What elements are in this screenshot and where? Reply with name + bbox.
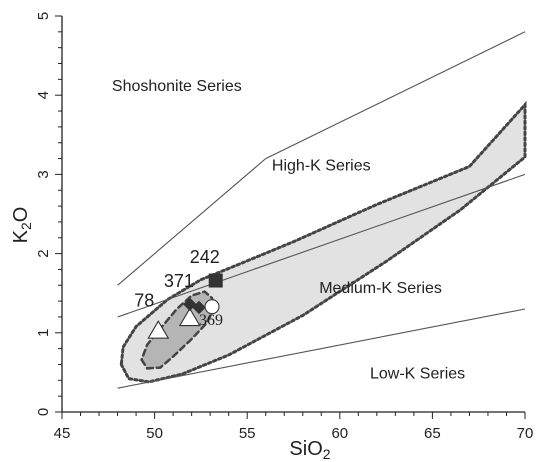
sample-point-diamond [192,300,206,315]
sample-point-triangle [178,307,201,327]
x-tick-label: 45 [54,425,71,442]
x-axis-label: SiO2 [289,438,330,462]
series-label: Shoshonite Series [112,78,242,95]
boundary-line-1 [117,308,526,389]
x-tick-label: 50 [146,425,163,442]
series-region-labels: Shoshonite Series High-K Series Medium-K S… [112,78,465,382]
y-tick-label: 0 [35,408,52,416]
y-axis-label: K2O [10,207,34,244]
sample-label-78: 78 [134,291,154,311]
series-label: Medium-K Series [319,280,442,297]
y-tick-label: 2 [35,249,52,257]
compositional-fields [119,100,527,384]
sample-labels: 242 371 78 369 [134,247,223,329]
sample-point-square [208,273,223,288]
sample-label-242: 242 [190,247,220,267]
x-tick-label: 65 [424,425,441,442]
x-tick-label: 70 [517,425,534,442]
x-tick-label: 60 [331,425,348,442]
series-label: Low-K Series [370,366,465,383]
sample-label-369: 369 [199,312,223,329]
y-tick-label: 5 [35,12,52,20]
sample-points [147,273,223,339]
sample-label-371: 371 [164,271,194,291]
y-tick-label: 3 [35,170,52,178]
y-tick-label: 4 [35,91,52,99]
boundary-line-2 [117,173,526,318]
boundary-line-3 [117,31,526,286]
sample-point-triangle [147,320,170,339]
series-boundary-lines [117,31,526,389]
x-tick-label: 55 [239,425,256,442]
y-tick-label: 1 [35,329,52,337]
series-label: High-K Series [272,157,371,174]
sample-point-circle [204,299,220,315]
